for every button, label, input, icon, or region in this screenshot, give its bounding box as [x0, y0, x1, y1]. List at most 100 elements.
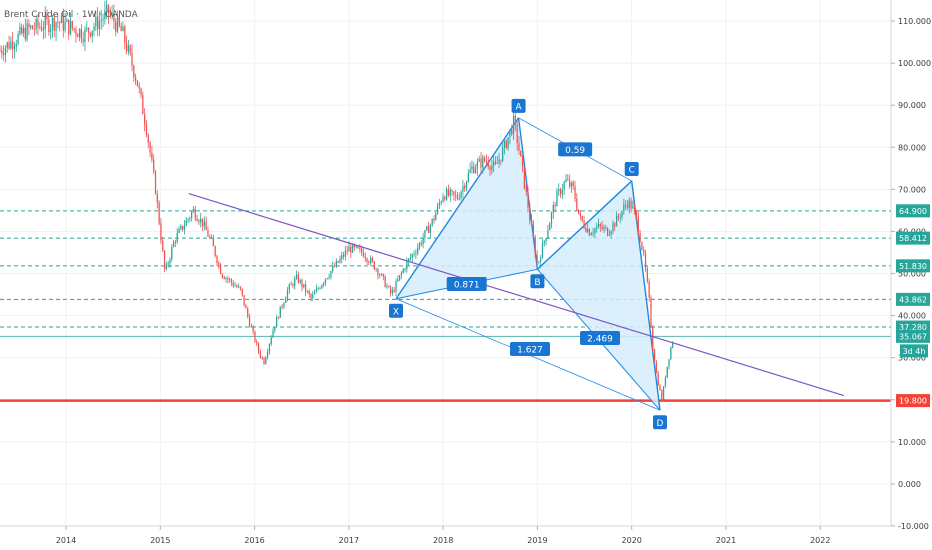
candle-down [147, 135, 149, 143]
candle-up [417, 247, 419, 254]
candle-up [169, 259, 171, 264]
candle-up [299, 280, 301, 283]
candle-up [408, 258, 410, 262]
candle-up [465, 181, 468, 189]
candle-down [145, 124, 148, 136]
candle-down [68, 19, 70, 35]
candle-up [672, 342, 674, 348]
candle-down [650, 297, 652, 327]
candle-down [80, 29, 83, 40]
candle-down [144, 114, 146, 125]
candle-down [201, 218, 204, 227]
harmonic-pattern[interactable] [395, 117, 661, 411]
candle-up [612, 223, 614, 232]
candle-down [536, 254, 538, 263]
candle-up [666, 366, 668, 378]
candle-down [113, 13, 115, 22]
candle-up [167, 263, 169, 265]
candle-down [635, 210, 638, 217]
y-tick-label: 10.000 [898, 438, 926, 447]
candle-up [341, 255, 343, 259]
candle-up [435, 213, 437, 221]
trendline[interactable] [188, 192, 845, 397]
candle-down [529, 207, 531, 221]
y-tick-label: 40.000 [898, 312, 926, 321]
candle-up [276, 317, 278, 327]
candle-up [662, 386, 665, 401]
candle-series [0, 0, 674, 402]
candle-up [319, 288, 321, 290]
candle-up [404, 269, 406, 270]
candle-up [597, 223, 600, 228]
candle-up [265, 357, 267, 364]
candle-down [227, 278, 229, 280]
candle-down [77, 34, 79, 38]
candle-down [489, 166, 491, 171]
candle-up [6, 42, 8, 49]
candle-down [433, 218, 435, 221]
candle-up [192, 208, 195, 213]
candle-up [106, 4, 108, 11]
candle-up [180, 225, 182, 230]
ratio-label: 1.627 [517, 346, 543, 356]
candle-up [17, 33, 19, 44]
candle-up [317, 288, 319, 290]
candle-down [393, 290, 395, 292]
candle-down [362, 252, 365, 257]
candle-down [120, 25, 122, 32]
trendline-line[interactable] [188, 192, 845, 397]
time-axis-bg[interactable] [0, 526, 932, 550]
candle-up [122, 26, 124, 32]
candle-down [646, 269, 648, 282]
candle-up [49, 28, 52, 33]
price-axis-bg[interactable] [891, 0, 932, 550]
candle-down [516, 124, 518, 144]
candle-down [337, 260, 339, 263]
candle-up [406, 261, 408, 270]
candle-up [540, 258, 542, 262]
candle-up [460, 191, 462, 199]
candle-down [525, 188, 527, 192]
candle-up [397, 279, 399, 282]
candle-down [248, 316, 251, 326]
candle-down [505, 140, 507, 149]
candle-down [361, 248, 363, 253]
candle-up [415, 253, 417, 255]
candle-down [606, 227, 609, 236]
candle-up [294, 278, 296, 287]
candle-down [243, 295, 245, 306]
candle-up [22, 28, 25, 34]
point-label-a: A [515, 102, 522, 112]
candle-down [643, 249, 645, 254]
candle-up [116, 17, 119, 32]
level-price-label-bg [896, 259, 930, 273]
candle-down [518, 143, 520, 151]
candle-up [339, 258, 341, 263]
candle-down [236, 285, 238, 288]
candle-down [653, 349, 656, 363]
level-price-label-bg [896, 292, 930, 306]
candle-down [576, 198, 578, 210]
candle-down [389, 286, 392, 294]
candle-down [574, 186, 576, 199]
candle-up [619, 217, 621, 219]
candle-down [420, 242, 422, 245]
candle-up [422, 238, 424, 245]
candle-down [308, 291, 310, 295]
candle-up [225, 278, 227, 280]
candle-up [670, 347, 672, 360]
candle-down [310, 294, 312, 299]
candle-up [266, 351, 269, 358]
x-tick-label: 2016 [244, 536, 264, 545]
candle-up [509, 129, 511, 138]
candle-down [142, 95, 144, 115]
candle-up [313, 292, 316, 295]
candle-down [626, 204, 629, 208]
candle-up [69, 21, 72, 35]
candle-down [263, 358, 265, 364]
candle-up [84, 29, 86, 42]
candle-up [493, 161, 495, 166]
y-tick-label: 0.000 [898, 480, 921, 489]
candle-down [634, 206, 636, 211]
candle-up [429, 225, 431, 234]
